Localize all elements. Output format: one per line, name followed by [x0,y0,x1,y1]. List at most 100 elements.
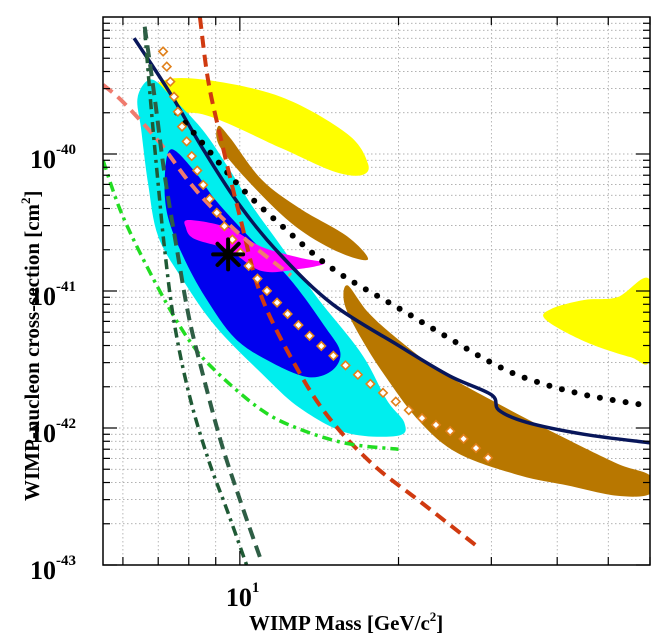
dot-marker [199,139,206,146]
dot-marker [622,399,629,406]
diamond-marker [315,340,327,352]
diamond-marker [168,91,180,103]
dot-marker [215,159,222,166]
darkgreen-dashed-curve [142,26,264,563]
diamond-marker [293,319,304,331]
dot-marker [340,273,347,279]
dot-marker [289,232,296,239]
diamond-marker [352,369,364,381]
diamond-marker [172,106,184,118]
dot-marker [521,374,528,381]
red-dashed-curve [197,17,477,547]
diamond-marker [304,330,315,342]
diamond-marker [444,425,456,437]
diamond-marker [282,308,293,320]
dot-marker [319,258,326,265]
dot-marker [351,279,358,286]
dot-marker [486,358,493,365]
diamond-marker [403,404,415,416]
y-axis-title-sup: 2 [18,197,33,204]
x-axis-title: WIMP Mass [GeV/c2] [249,609,443,635]
diamond-marker [219,220,230,232]
diamond-marker [161,61,173,72]
dot-marker [270,215,277,222]
diamond-marker [204,193,215,205]
x-axis-title-text: WIMP Mass [GeV/c [249,611,430,635]
diamond-marker [191,165,203,176]
green-dashdot-curve [103,159,399,451]
dot-marker [474,352,481,359]
diamond-marker [164,76,176,87]
marker-layer [211,237,246,272]
dot-marker [571,389,578,396]
diamond-marker [243,260,255,272]
salmon-dashed-curve [103,83,293,277]
dot-marker [280,223,286,230]
x-axis-title-sup: 2 [430,609,437,624]
y-axis-title: WIMP-nucleon cross-section [cm2] [18,190,44,501]
diamond-marker [390,396,402,407]
diamond-marker [340,360,351,371]
dot-marker [546,382,553,389]
dot-marker [452,339,459,345]
diamond-marker [197,179,209,191]
diamond-marker [328,350,339,362]
curves-layer [103,17,650,565]
dot-marker [260,206,267,213]
brown-region-lower [343,285,650,497]
dot-marker [362,286,369,293]
diamond-marker [430,419,442,431]
y-tick-label: 10-42 [30,416,76,448]
diamond-marker [365,378,376,390]
dot-marker [497,364,504,371]
star-stroke [215,241,241,268]
diamond-marker [271,297,283,308]
dot-marker [534,378,540,385]
magenta-region [184,220,325,273]
y-axis-title-text: WIMP-nucleon cross-section [cm [20,203,44,501]
diamond-marker [181,136,192,147]
diamond-marker [458,433,469,445]
diamond-marker [211,207,223,219]
dot-marker [329,265,336,272]
darkgreen-dashdot-curve [142,30,249,565]
diamond-marker [252,273,263,284]
dot-marker [596,394,603,401]
y-tick-label: 10-41 [30,279,76,311]
dot-marker [374,292,381,299]
dot-marker [418,319,425,326]
brown-region-upper [216,125,369,261]
diamond-marker [186,150,198,162]
x-axis-title-end: ] [436,611,443,635]
dot-marker [558,386,565,393]
dot-marker [232,179,239,186]
dot-marker [299,241,306,248]
diamond-marker [416,412,428,424]
dot-marker [609,397,616,403]
orange-diamond-curve [157,46,494,464]
dot-marker [584,392,591,399]
diamond-marker [482,452,494,464]
ticks-layer: 10-40 10-41 10-42 10-43 101 [30,17,651,612]
dot-marker [463,345,470,352]
diamond-marker [157,46,169,57]
dot-marker [241,188,248,195]
dot-marker [441,332,448,339]
y-axis-title-end: ] [20,190,44,197]
dot-marker [430,325,437,332]
dot-marker [407,312,414,319]
x-tick-label: 101 [226,580,259,612]
diamond-marker [377,387,389,399]
yellow-region-left [148,78,369,176]
diamond-marker [261,285,273,297]
dot-marker [396,305,403,312]
yellow-region-right [543,277,650,365]
dot-marker [207,149,214,156]
diamond-marker [470,442,482,454]
dot-marker [385,299,392,306]
diamond-marker [176,121,188,132]
y-tick-label: 10-43 [30,553,76,585]
dot-marker [509,370,516,376]
dot-marker [251,197,258,204]
